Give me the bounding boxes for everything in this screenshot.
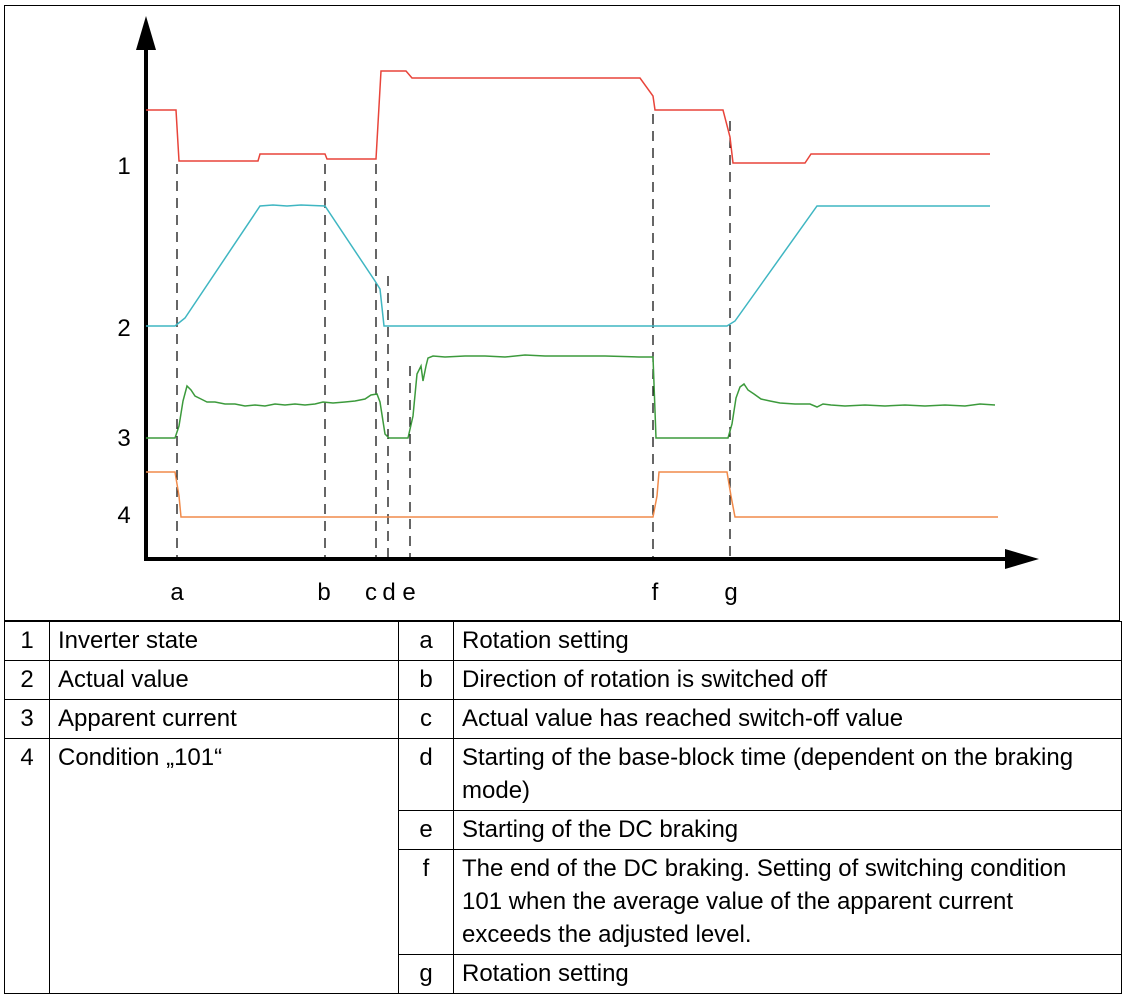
- legend-text-2: Actual value: [49, 660, 399, 700]
- legend-row: 3 Apparent current c Actual value has re…: [4, 699, 1122, 739]
- legend-key-2: 2: [4, 660, 50, 700]
- event-lines: [176, 114, 731, 561]
- legend-text-1: Inverter state: [49, 621, 399, 661]
- marker-label-b: b: [317, 579, 330, 606]
- legend-row: 1 Inverter state a Rotation setting: [4, 621, 1122, 661]
- marker-label-g: g: [724, 579, 737, 606]
- timing-diagram: 1 2 3 4 a b c d e f g: [4, 5, 1120, 621]
- marker-label-d: d: [382, 579, 395, 606]
- marker-label-c: c: [365, 579, 377, 606]
- legend-key-c: c: [398, 699, 454, 739]
- legend-key-b: b: [398, 660, 454, 700]
- legend-text-d: Starting of the base-block time (depende…: [453, 738, 1122, 811]
- legend-text-b: Direction of rotation is switched off: [453, 660, 1122, 700]
- marker-label-a: a: [170, 579, 184, 606]
- signal-trace-2: [146, 204, 990, 327]
- marker-label-f: f: [652, 579, 659, 606]
- legend-text-a: Rotation setting: [453, 621, 1122, 661]
- legend-key-3: 3: [4, 699, 50, 739]
- y-axis-arrow-icon: [136, 16, 156, 50]
- signal-label-1: 1: [117, 153, 130, 180]
- signal-trace-3: [146, 354, 996, 439]
- legend-text-c: Actual value has reached switch-off valu…: [453, 699, 1122, 739]
- legend-key-d: d: [398, 738, 454, 811]
- legend-text-4: Condition „101“: [49, 738, 399, 994]
- signal-trace-1: [146, 70, 990, 164]
- legend-key-f: f: [398, 849, 454, 955]
- legend-row: e Starting of the DC braking: [5, 810, 1122, 850]
- legend-text-f: The end of the DC braking. Setting of sw…: [453, 849, 1122, 955]
- legend-table: 1 Inverter state a Rotation setting 2 Ac…: [4, 621, 1122, 994]
- signal-trace-4: [146, 471, 998, 518]
- signal-label-4: 4: [117, 502, 130, 529]
- legend-row: 2 Actual value b Direction of rotation i…: [4, 660, 1122, 700]
- legend-key-1: 1: [4, 621, 50, 661]
- legend-text-g: Rotation setting: [453, 954, 1122, 994]
- x-axis-arrow-icon: [1005, 549, 1039, 569]
- marker-label-e: e: [402, 579, 415, 606]
- signal-label-2: 2: [117, 315, 130, 342]
- legend-key-e: e: [398, 810, 454, 850]
- legend-row: 4 Condition „101“ d Starting of the base…: [4, 738, 1122, 994]
- legend-key-g: g: [398, 954, 454, 994]
- legend-key-4: 4: [4, 738, 50, 994]
- timing-diagram-canvas: 1 2 3 4 a b c d e f g: [117, 16, 1039, 606]
- legend-row: g Rotation setting: [5, 954, 1122, 994]
- signal-label-3: 3: [117, 425, 130, 452]
- legend-text-3: Apparent current: [49, 699, 399, 739]
- legend-row: f The end of the DC braking. Setting of …: [5, 849, 1122, 955]
- legend-key-a: a: [398, 621, 454, 661]
- legend-text-e: Starting of the DC braking: [453, 810, 1122, 850]
